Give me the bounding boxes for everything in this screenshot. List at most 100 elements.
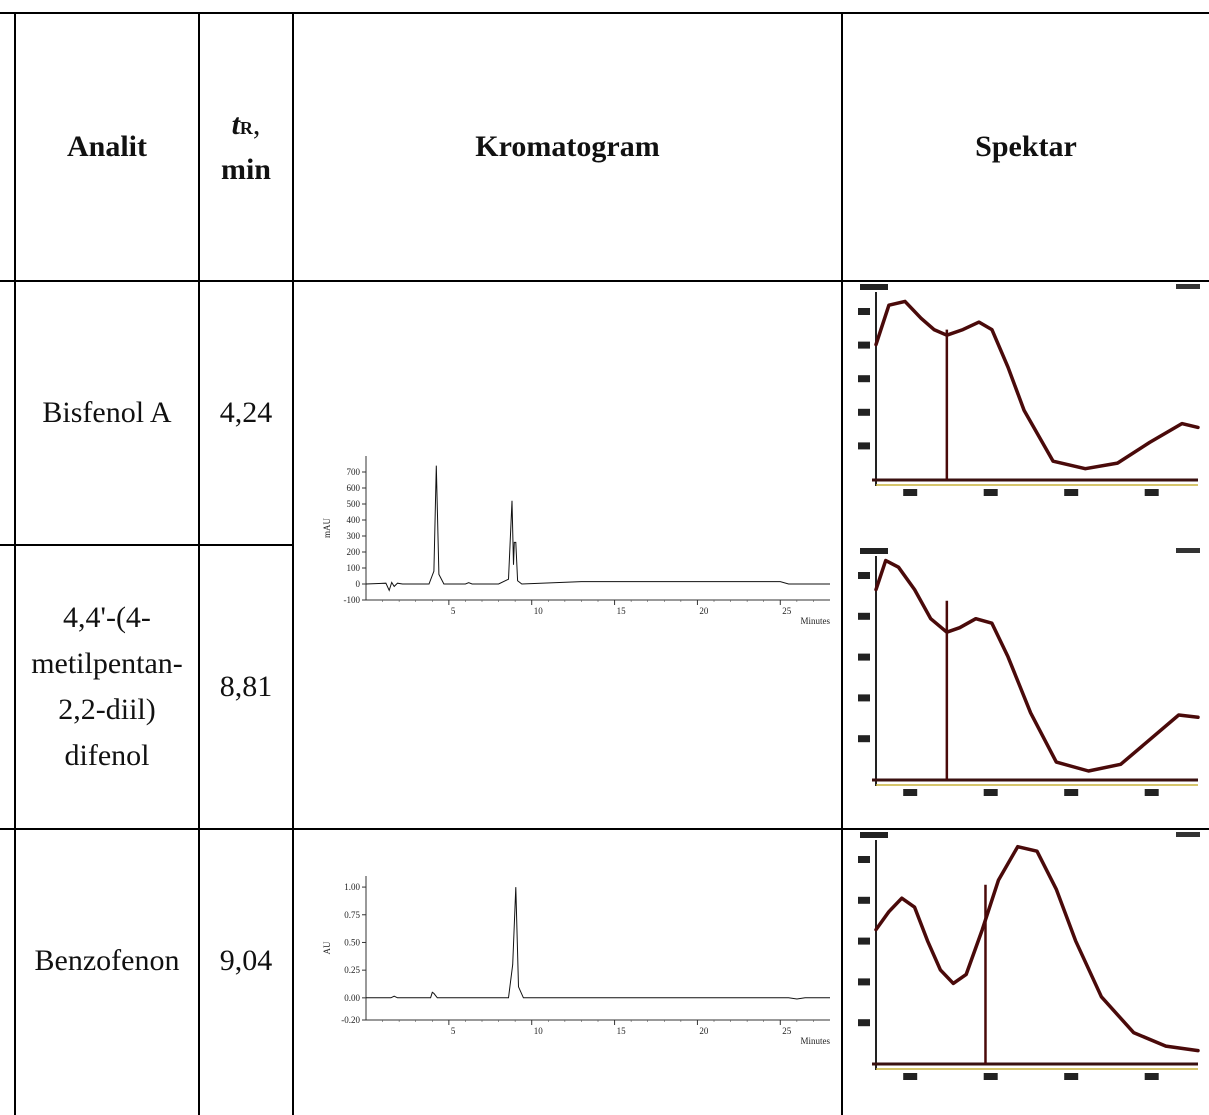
row2-tr: 8,81 <box>200 546 292 828</box>
y-tick-label: -100 <box>344 595 361 605</box>
y-axis-label: AU <box>322 941 332 954</box>
row2-tr-text: 8,81 <box>219 670 273 703</box>
header-analit-text: Analit <box>66 130 147 163</box>
spectrum-x-tick-label <box>1064 489 1079 496</box>
table-rule-row2 <box>0 828 1209 830</box>
spectrum-header-label <box>860 548 888 554</box>
spectrum-y-tick-label <box>858 408 870 416</box>
header-spektar: Spektar <box>843 14 1209 280</box>
spectrum-x-tick-label <box>1064 1073 1079 1080</box>
x-tick-label: 5 <box>451 606 456 616</box>
header-tr-t: t <box>231 107 240 141</box>
x-tick-label: 25 <box>782 606 792 616</box>
row1-analit: Bisfenol A <box>16 282 198 544</box>
spectrum-y-tick-label <box>858 375 870 383</box>
table-col-2 <box>292 12 294 1115</box>
y-tick-label: 0.25 <box>344 965 360 975</box>
spectrum-header-label <box>860 832 888 838</box>
y-tick-label: -0.20 <box>341 1015 360 1025</box>
spectrum-x-tick-label <box>1144 789 1159 796</box>
x-tick-label: 20 <box>699 1026 709 1036</box>
spectrum-y-tick-label <box>858 1019 870 1027</box>
y-tick-label: 0.75 <box>344 910 360 920</box>
spectrum-y-tick-label <box>858 653 870 661</box>
x-tick-label: 15 <box>617 1026 627 1036</box>
spectrum-curve <box>874 844 1200 1053</box>
spectrum-header-label <box>1176 832 1200 837</box>
row3-analit: Benzofenon <box>16 830 198 1092</box>
header-tr-unit: min <box>220 152 271 186</box>
header-kromatogram-text: Kromatogram <box>475 130 660 163</box>
spectrum-x-tick-label <box>903 789 918 796</box>
row1-tr-text: 4,24 <box>219 396 273 429</box>
spectrum-y-tick-label <box>858 694 870 702</box>
spectrum-header-label <box>1176 284 1200 289</box>
x-tick-label: 15 <box>617 606 627 616</box>
spectrum-y-tick-label <box>858 612 870 620</box>
spectrum-1 <box>858 284 1200 496</box>
spectrum-x-tick-label <box>1144 489 1159 496</box>
spectrum-3 <box>858 832 1200 1080</box>
header-kromatogram: Kromatogram <box>294 14 841 280</box>
spectrum-header-label <box>860 284 888 290</box>
spectrum-y-tick-label <box>858 572 870 579</box>
spectrum-y-tick-label <box>858 442 870 450</box>
y-tick-label: 700 <box>347 467 361 477</box>
y-tick-label: 0 <box>356 579 361 589</box>
row2-analit-line2: metilpentan- <box>31 647 183 680</box>
x-tick-label: 20 <box>699 606 709 616</box>
row3-analit-text: Benzofenon <box>34 944 180 977</box>
spectrum-y-tick-label <box>858 856 870 863</box>
table-col-1 <box>198 12 200 1115</box>
spectrum-x-tick-label <box>983 1073 998 1080</box>
y-tick-label: 100 <box>347 563 361 573</box>
chromatogram-trace <box>365 465 830 592</box>
y-axis-label: mAU <box>322 518 332 539</box>
spectrum-x-tick-label <box>1144 1073 1159 1080</box>
row2-analit-line4: difenol <box>64 739 150 772</box>
y-tick-label: 500 <box>347 499 361 509</box>
y-tick-label: 0.00 <box>344 993 360 1003</box>
spectrum-x-tick-label <box>983 489 998 496</box>
spectrum-y-tick-label <box>858 896 870 904</box>
header-tr-sub: R <box>239 117 253 138</box>
chromatogram-1: 700 600 500 400 300 200 100 0 -100 5 10 15 20 25 Minut… <box>322 456 830 626</box>
spectrum-y-tick-label <box>858 735 870 743</box>
row1-analit-text: Bisfenol A <box>42 396 172 429</box>
spectrum-curve <box>874 558 1200 773</box>
header-tr: tR, min <box>200 14 292 280</box>
x-axis-label: Minutes <box>800 1036 830 1046</box>
y-tick-label: 200 <box>347 547 361 557</box>
x-tick-label: 10 <box>534 1026 544 1036</box>
table-rule-row1 <box>0 544 292 546</box>
y-tick-label: 400 <box>347 515 361 525</box>
spectrum-y-tick-label <box>858 308 870 315</box>
row1-tr: 4,24 <box>200 282 292 544</box>
x-tick-label: 10 <box>534 606 544 616</box>
table-rule-header <box>0 280 1209 282</box>
row2-analit-line3: 2,2-diil) <box>58 693 156 726</box>
header-tr-symbol: tR, <box>232 104 261 149</box>
row3-tr: 9,04 <box>200 830 292 1092</box>
row2-analit: 4,4'-(4- metilpentan- 2,2-diil) difenol <box>16 546 198 828</box>
spectrum-header-label <box>1176 548 1200 553</box>
spectrum-y-tick-label <box>858 937 870 945</box>
header-analit: Analit <box>16 14 198 280</box>
table-rule-top <box>0 12 1209 14</box>
spectrum-x-tick-label <box>903 1073 918 1080</box>
y-tick-label: 300 <box>347 531 361 541</box>
y-tick-label: 600 <box>347 483 361 493</box>
row3-tr-text: 9,04 <box>219 944 273 977</box>
spectrum-curve <box>874 299 1200 471</box>
spectrum-y-tick-label <box>858 978 870 986</box>
spectrum-x-tick-label <box>1064 789 1079 796</box>
x-tick-label: 25 <box>782 1026 792 1036</box>
spectrum-2 <box>858 548 1200 796</box>
header-spektar-text: Spektar <box>975 130 1077 163</box>
table-col-3 <box>841 12 843 1115</box>
x-tick-label: 5 <box>451 1026 456 1036</box>
x-axis-label: Minutes <box>800 616 830 626</box>
y-tick-label: 1.00 <box>344 882 360 892</box>
spectrum-y-tick-label <box>858 341 870 349</box>
